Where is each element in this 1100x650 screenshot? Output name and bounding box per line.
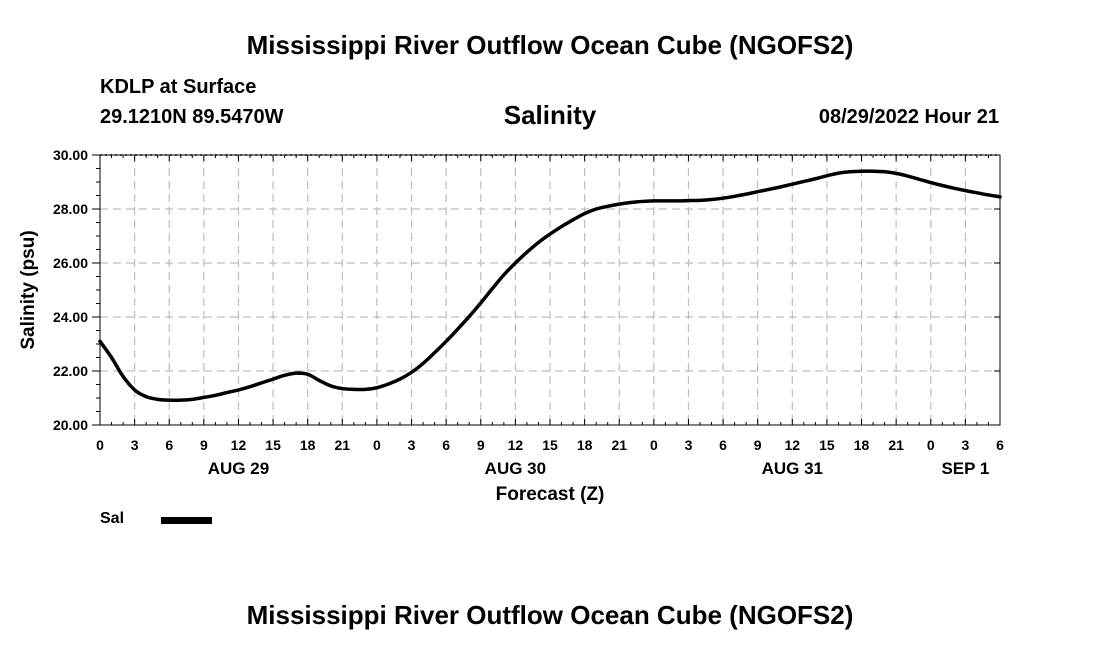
- y-tick-label: 24.00: [53, 309, 88, 325]
- x-tick-label: 18: [300, 437, 316, 453]
- tick-layer: [92, 154, 1001, 426]
- x-tick-label: 6: [442, 437, 450, 453]
- x-tick-label: 15: [265, 437, 281, 453]
- date-label: AUG 29: [208, 459, 269, 478]
- x-tick-label: 0: [650, 437, 658, 453]
- x-tick-label: 9: [477, 437, 485, 453]
- legend-line-swatch: [161, 517, 212, 524]
- x-axis-title: Forecast (Z): [496, 484, 605, 505]
- x-tick-label: 0: [927, 437, 935, 453]
- x-tick-label: 3: [408, 437, 416, 453]
- x-tick-label: 9: [200, 437, 208, 453]
- series-line-sal: [98, 169, 1002, 403]
- date-label: AUG 31: [762, 459, 823, 478]
- forecast-datetime: 08/29/2022 Hour 21: [818, 106, 999, 128]
- x-tick-label: 12: [785, 437, 801, 453]
- x-tick-label: 15: [542, 437, 558, 453]
- x-tick-label: 6: [165, 437, 173, 453]
- date-label: SEP 1: [941, 459, 989, 478]
- station-name: KDLP at Surface: [100, 76, 257, 98]
- legend-label: Sal: [100, 510, 125, 527]
- x-tick-label: 18: [577, 437, 593, 453]
- x-tick-label: 3: [961, 437, 969, 453]
- y-axis-title: Salinity (psu): [18, 230, 39, 349]
- date-label: AUG 30: [485, 459, 546, 478]
- label-layer: 0 3 6 9 12 15 18 21 0 3 6 9 12 15 18 21 0 3 6 9 12 15 18 21 0 3 6 2…: [53, 147, 1004, 478]
- x-tick-label: 0: [96, 437, 104, 453]
- x-tick-label: 3: [685, 437, 693, 453]
- grid-layer: [100, 154, 1000, 425]
- series-layer: [98, 169, 1002, 403]
- x-tick-label: 6: [719, 437, 727, 453]
- x-tick-label: 3: [131, 437, 139, 453]
- x-tick-label: 21: [335, 437, 351, 453]
- y-tick-label: 28.00: [53, 201, 88, 217]
- x-tick-label: 6: [996, 437, 1004, 453]
- x-tick-label: 9: [754, 437, 762, 453]
- y-tick-label: 26.00: [53, 255, 88, 271]
- chart-main-title: Mississippi River Outflow Ocean Cube (NG…: [246, 30, 854, 60]
- x-tick-label: 12: [508, 437, 524, 453]
- x-tick-label: 15: [819, 437, 835, 453]
- plot-frame: [99, 154, 1001, 426]
- x-tick-label: 21: [888, 437, 904, 453]
- footer-title: Mississippi River Outflow Ocean Cube (NG…: [246, 600, 854, 630]
- chart-subtitle: Salinity: [503, 100, 597, 130]
- x-tick-label: 0: [373, 437, 381, 453]
- station-coordinates: 29.1210N 89.5470W: [100, 106, 284, 128]
- y-tick-label: 20.00: [53, 417, 88, 433]
- x-tick-label: 21: [611, 437, 627, 453]
- y-tick-label: 30.00: [53, 147, 88, 163]
- x-tick-label: 18: [854, 437, 870, 453]
- y-tick-label: 22.00: [53, 363, 88, 379]
- x-tick-label: 12: [231, 437, 247, 453]
